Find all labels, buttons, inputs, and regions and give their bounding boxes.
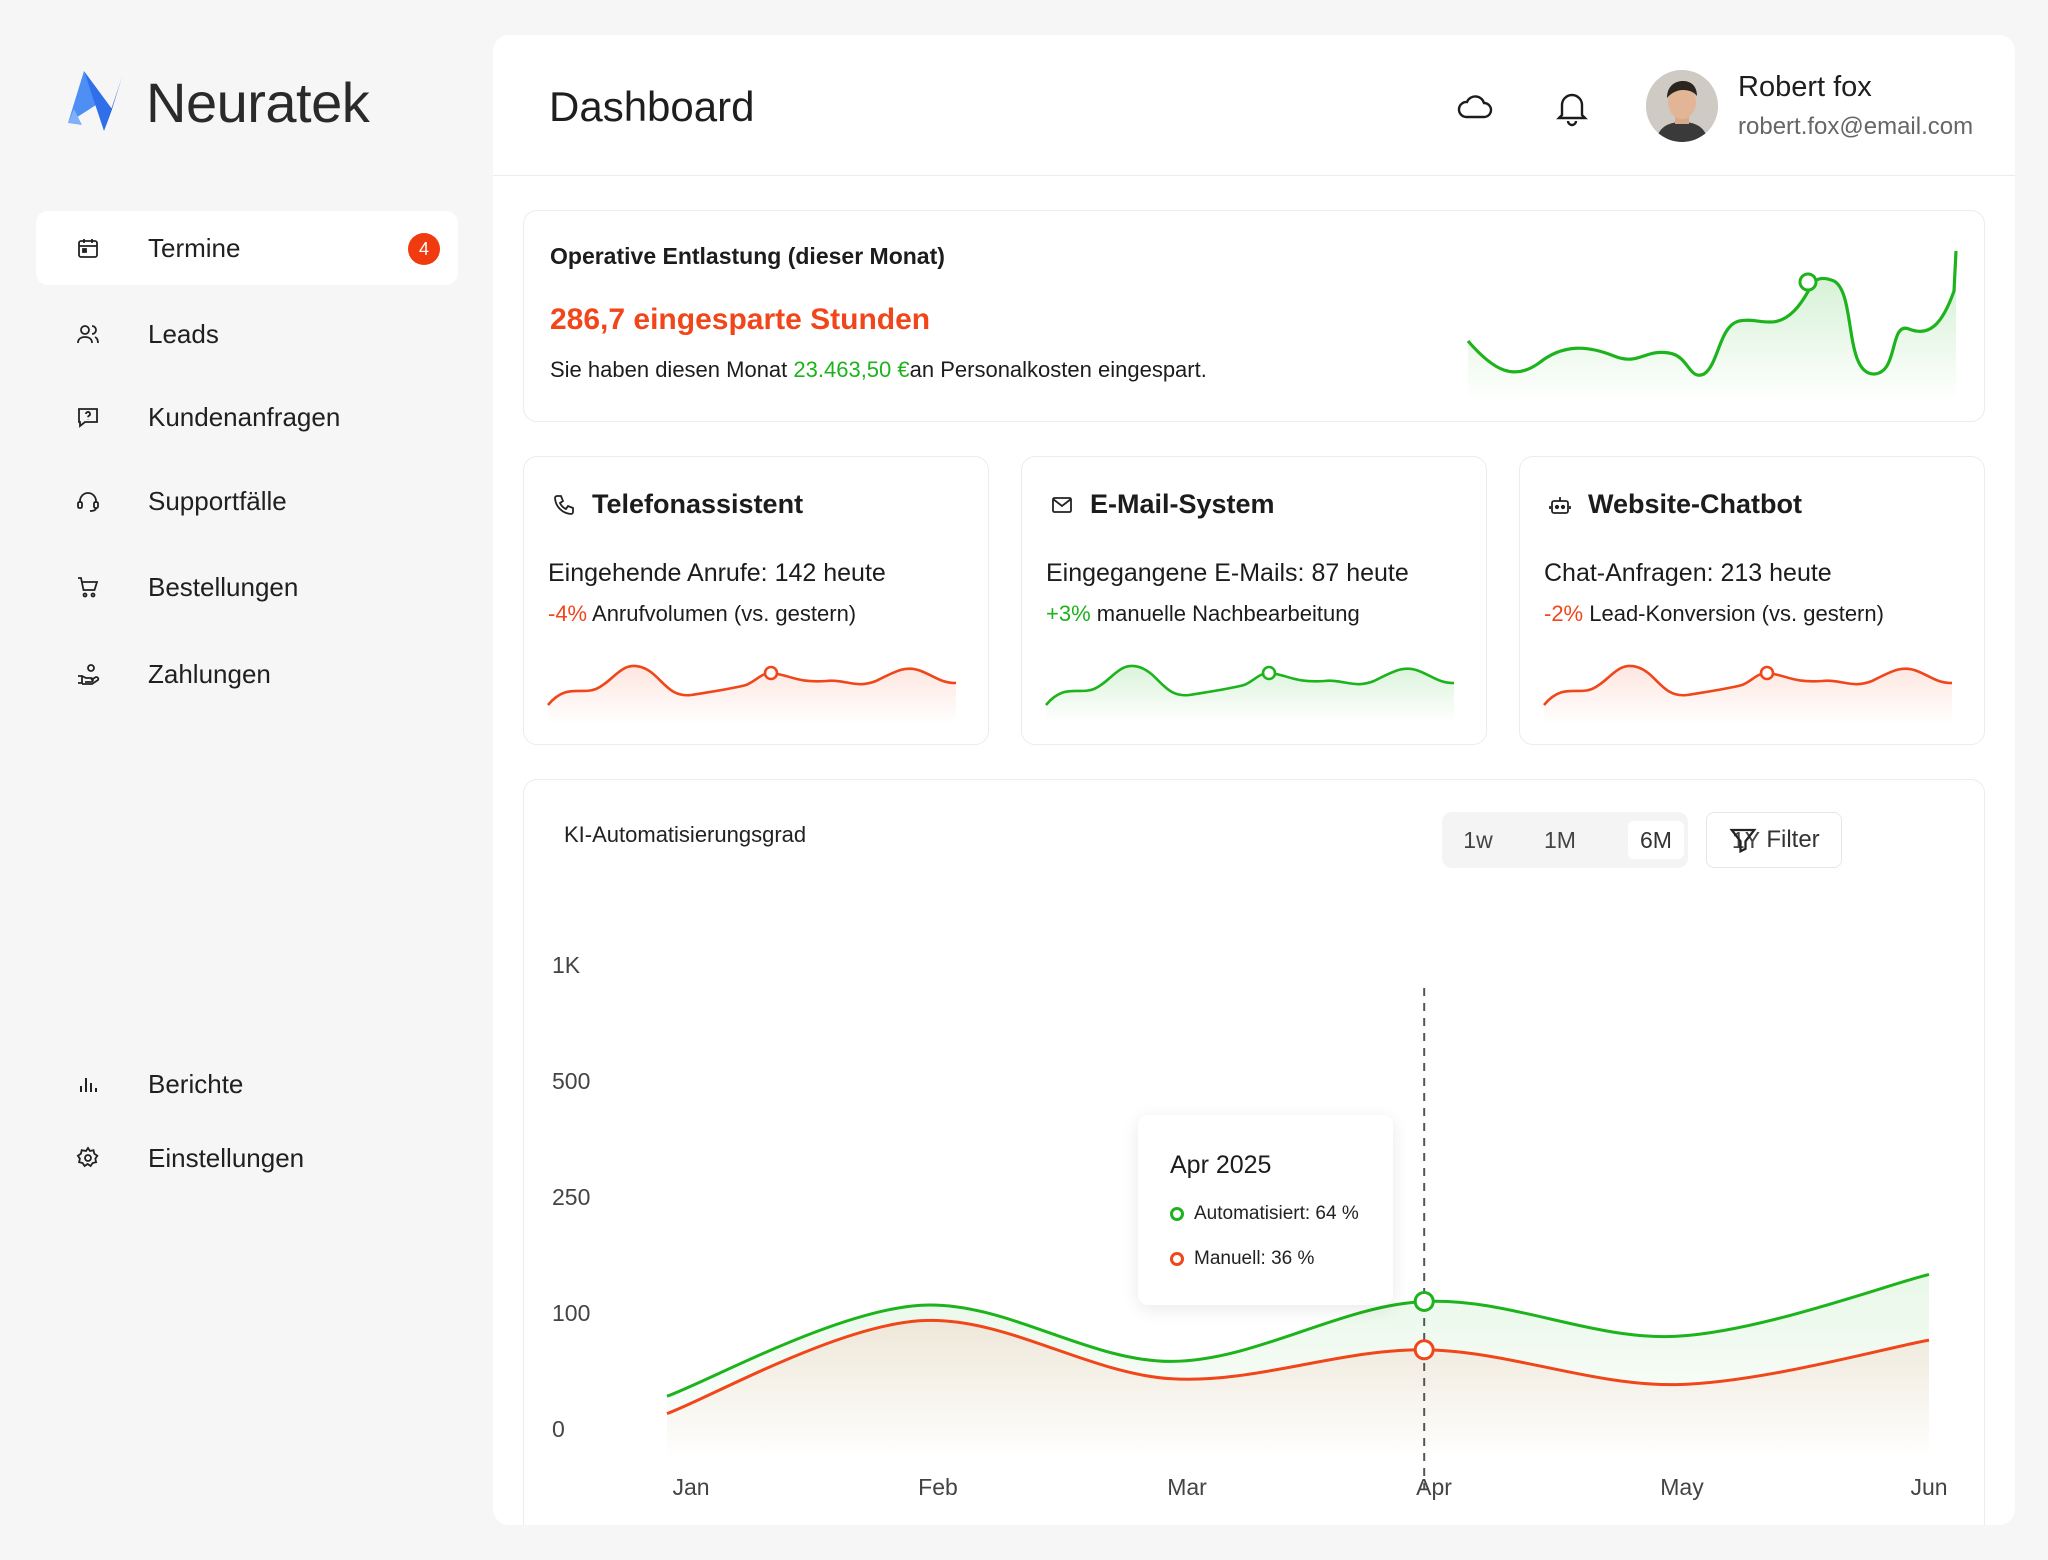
stat-card-value: Chat-Anfragen: 213 heute <box>1544 559 1832 587</box>
neuratek-logo-icon <box>68 71 122 131</box>
range-1w-button[interactable]: 1w <box>1463 826 1493 853</box>
series-line-automatisiert <box>666 1272 1930 1398</box>
filter-button[interactable]: Filter <box>1706 812 1842 868</box>
filter-icon <box>1729 828 1757 854</box>
sidebar-item-label: Bestellungen <box>148 571 299 602</box>
summary-text: Sie haben diesen Monat 23.463,50 €an Per… <box>550 357 1207 383</box>
summary-card: Operative Entlastung (dieser Monat) 286,… <box>523 210 1985 422</box>
main-panel: Dashboard Robert fox robert.fox@email.co… <box>493 35 2015 1525</box>
legend-dot-icon <box>1170 1207 1184 1221</box>
sidebar-item-label: Berichte <box>148 1068 244 1099</box>
series-line-manuell <box>666 1318 1930 1416</box>
notification-badge: 4 <box>408 233 440 265</box>
stat-card-delta: +3% manuelle Nachbearbeitung <box>1046 601 1360 626</box>
tooltip-row-manuell: Manuell: 36 % <box>1170 1248 1314 1270</box>
stat-card-delta: -2% Lead-Konversion (vs. gestern) <box>1544 601 1884 626</box>
x-axis-tick: Jan <box>672 1474 710 1500</box>
sidebar-item-termine[interactable]: Termine 4 <box>36 211 458 285</box>
tooltip-row-automatisiert: Automatisiert: 64 % <box>1170 1203 1359 1225</box>
x-axis-tick: Mar <box>1167 1474 1207 1500</box>
sidebar-item-label: Zahlungen <box>148 658 271 689</box>
phone-icon <box>554 494 574 515</box>
y-axis-tick: 500 <box>552 1068 591 1094</box>
series-area <box>667 1320 1929 1460</box>
cart-icon <box>76 575 100 599</box>
stat-card-value: Eingegangene E-Mails: 87 heute <box>1046 559 1409 587</box>
stat-sparkline <box>1044 664 1454 723</box>
sidebar-item-label: Leads <box>148 318 219 349</box>
hand-coins-icon <box>76 662 100 686</box>
stat-sparkline <box>1542 664 1952 723</box>
calendar-icon <box>76 236 100 260</box>
user-name: Robert fox <box>1738 71 1872 103</box>
summary-sparkline <box>1466 250 1958 401</box>
stat-card-email: E-Mail-System Eingegangene E-Mails: 87 h… <box>1021 456 1487 745</box>
summary-text-after: an Personalkosten eingespart. <box>909 357 1207 382</box>
automation-line-chart <box>666 988 1930 1490</box>
stat-card-telefon: Telefonassistent Eingehende Anrufe: 142 … <box>523 456 989 745</box>
legend-dot-icon <box>1170 1252 1184 1266</box>
gear-icon <box>76 1146 100 1170</box>
bar-chart-icon <box>76 1072 100 1096</box>
brand-logo[interactable]: Neuratek <box>60 62 380 142</box>
stat-card-title: E-Mail-System <box>1050 489 1275 520</box>
brand-name: Neuratek <box>146 70 370 134</box>
y-axis-tick: 250 <box>552 1184 591 1210</box>
stat-card-value: Eingehende Anrufe: 142 heute <box>548 559 886 587</box>
x-axis-tick: Feb <box>918 1474 958 1500</box>
stat-card-delta: -4% Anrufvolumen (vs. gestern) <box>548 601 857 626</box>
bell-icon[interactable] <box>1552 87 1592 127</box>
users-icon <box>76 322 100 346</box>
stat-sparkline <box>546 664 956 723</box>
summary-amount: 23.463,50 € <box>793 357 910 382</box>
robot-icon <box>1549 496 1571 514</box>
page-header: Dashboard Robert fox robert.fox@email.co… <box>493 35 2015 176</box>
sidebar-item-berichte[interactable]: Berichte <box>36 1047 458 1121</box>
sidebar-item-bestellungen[interactable]: Bestellungen <box>36 550 458 624</box>
sidebar-item-label: Termine <box>148 232 241 263</box>
sidebar-item-label: Supportfälle <box>148 485 287 516</box>
range-1m-button[interactable]: 1M <box>1544 826 1576 853</box>
automation-chart-card: KI-Automatisierungsgrad 1w 1M 6M 1Y Filt… <box>523 779 1985 1525</box>
summary-value: 286,7 eingesparte Stunden <box>550 303 931 336</box>
question-message-icon <box>76 405 100 429</box>
range-6m-button[interactable]: 6M <box>1628 821 1684 859</box>
user-email: robert.fox@email.com <box>1738 113 1974 140</box>
stat-card-title: Website-Chatbot <box>1548 489 1802 520</box>
sidebar-item-supportfaelle[interactable]: Supportfälle <box>36 464 458 538</box>
x-axis-tick: May <box>1660 1474 1704 1500</box>
stat-card-chatbot: Website-Chatbot Chat-Anfragen: 213 heute… <box>1519 456 1985 745</box>
summary-title: Operative Entlastung (dieser Monat) <box>550 243 945 269</box>
y-axis-tick: 1K <box>552 952 581 978</box>
sparkline-marker <box>1798 272 1818 292</box>
x-axis-tick: Jun <box>1910 1474 1948 1500</box>
mail-icon <box>1052 496 1072 513</box>
avatar[interactable] <box>1646 70 1718 142</box>
page-title: Dashboard <box>549 83 755 130</box>
sidebar-item-leads[interactable]: Leads <box>36 297 458 371</box>
sidebar-item-einstellungen[interactable]: Einstellungen <box>36 1121 458 1195</box>
tooltip-title: Apr 2025 <box>1170 1151 1272 1179</box>
stat-card-title: Telefonassistent <box>552 489 803 520</box>
chart-title: KI-Automatisierungsgrad <box>564 822 807 847</box>
sidebar-item-label: Kundenanfragen <box>148 401 341 432</box>
sidebar-item-label: Einstellungen <box>148 1142 305 1173</box>
chart-tooltip: Apr 2025 Automatisiert: 64 % Manuell: 36… <box>1138 1115 1393 1305</box>
x-axis-tick: Apr <box>1416 1474 1452 1500</box>
highlight-point-automatisiert <box>1413 1290 1435 1312</box>
summary-text-before: Sie haben diesen Monat <box>550 357 794 382</box>
y-axis-tick: 100 <box>552 1300 591 1326</box>
cloud-icon[interactable] <box>1455 87 1495 127</box>
headset-icon <box>76 489 100 513</box>
sidebar-item-kundenanfragen[interactable]: Kundenanfragen <box>36 380 458 454</box>
highlight-point-manuell <box>1413 1339 1435 1361</box>
y-axis-tick: 0 <box>552 1416 565 1442</box>
sidebar-item-zahlungen[interactable]: Zahlungen <box>36 637 458 711</box>
